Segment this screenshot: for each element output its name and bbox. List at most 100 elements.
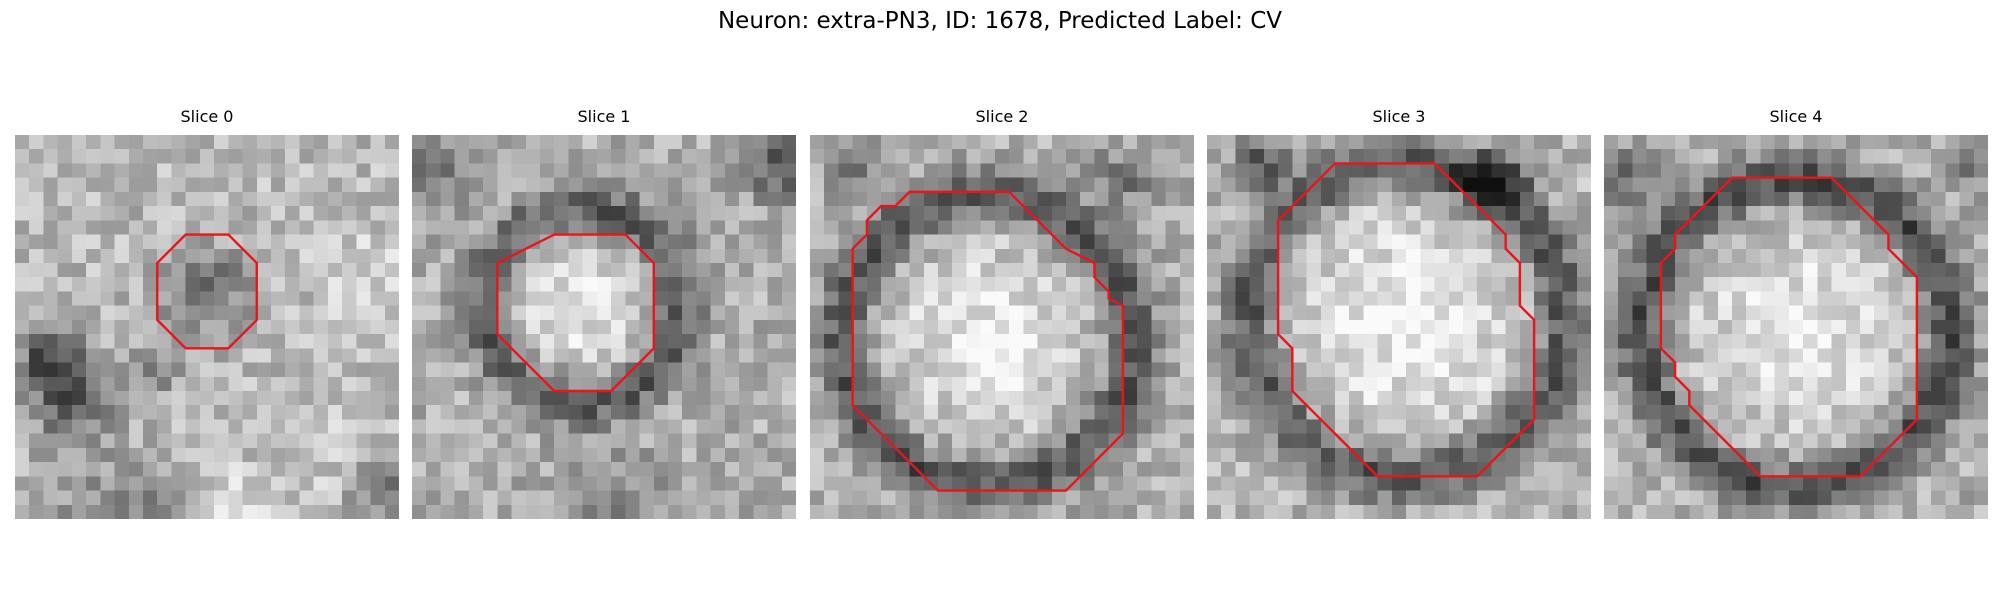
pixel	[1491, 376, 1506, 392]
pixel	[1874, 234, 1889, 250]
pixel	[1703, 405, 1719, 420]
pixel	[639, 433, 655, 449]
pixel	[540, 234, 555, 250]
pixel	[440, 234, 455, 250]
pixel	[256, 263, 272, 278]
pixel	[1137, 305, 1152, 321]
pixel	[1320, 376, 1336, 392]
pixel	[1548, 291, 1563, 306]
pixel	[468, 362, 484, 378]
pixel	[1094, 376, 1109, 392]
pixel	[668, 391, 683, 406]
pixel	[1803, 476, 1818, 491]
pixel	[1774, 334, 1790, 349]
pixel	[1902, 405, 1918, 420]
pixel	[923, 163, 939, 178]
pixel	[1874, 177, 1889, 193]
pixel	[1732, 234, 1747, 250]
pixel	[1959, 220, 1975, 235]
pixel	[483, 504, 498, 519]
pixel	[1548, 206, 1563, 221]
pixel	[313, 490, 329, 506]
pixel	[554, 334, 569, 349]
pixel	[1788, 305, 1804, 321]
pixel	[1263, 263, 1279, 278]
pixel	[271, 447, 286, 463]
pixel	[1505, 362, 1521, 378]
pixel	[1066, 291, 1081, 306]
pixel	[228, 163, 243, 178]
pixel	[440, 504, 455, 519]
pixel	[525, 277, 541, 292]
pixel	[668, 206, 683, 221]
pixel	[938, 191, 953, 207]
pixel	[327, 419, 343, 434]
pixel	[43, 405, 58, 420]
pixel	[1249, 319, 1265, 335]
pixel	[71, 135, 87, 150]
pixel	[1108, 291, 1124, 306]
pixel	[100, 504, 115, 519]
pixel	[952, 248, 967, 264]
pixel	[1066, 504, 1081, 519]
pixel	[1534, 191, 1549, 207]
pixel	[1434, 376, 1450, 392]
pixel	[938, 248, 953, 264]
pixel	[866, 334, 882, 349]
pixel	[1505, 263, 1521, 278]
pixel	[171, 206, 186, 221]
pixel	[1860, 348, 1875, 363]
pixel	[710, 490, 726, 506]
pixel	[1491, 319, 1506, 335]
pixel	[426, 490, 441, 506]
pixel	[228, 433, 243, 449]
pixel	[483, 476, 498, 491]
pixel	[1831, 163, 1847, 178]
pixel	[1746, 447, 1761, 463]
pixel	[497, 291, 512, 306]
pixel	[1420, 191, 1435, 207]
pixel	[1137, 163, 1152, 178]
pixel	[256, 334, 272, 349]
pixel	[1037, 234, 1053, 250]
pixel	[71, 391, 87, 406]
pixel	[313, 319, 329, 335]
pixel	[909, 277, 925, 292]
pixel	[114, 177, 130, 193]
pixel	[1689, 433, 1704, 449]
pixel	[1463, 177, 1478, 193]
slice-svg	[1207, 135, 1591, 519]
pixel	[1221, 135, 1236, 150]
pixel	[1094, 490, 1109, 506]
pixel	[1051, 135, 1067, 150]
pixel	[1732, 291, 1747, 306]
pixel	[568, 334, 583, 349]
pixel	[1732, 277, 1747, 292]
pixel	[1292, 362, 1307, 378]
pixel	[1363, 391, 1378, 406]
pixel	[1179, 405, 1194, 420]
pixel	[1434, 490, 1450, 506]
pixel	[668, 476, 683, 491]
pixel	[639, 263, 655, 278]
pixel	[1108, 447, 1124, 463]
pixel	[824, 248, 839, 264]
pixel	[228, 319, 243, 335]
pixel	[185, 504, 201, 519]
pixel	[15, 462, 30, 477]
pixel	[1320, 391, 1336, 406]
pixel	[1463, 163, 1478, 178]
pixel	[625, 291, 640, 306]
pixel	[1406, 163, 1421, 178]
pixel	[285, 476, 300, 491]
pixel	[1916, 319, 1932, 335]
pixel	[228, 149, 243, 164]
pixel	[1377, 135, 1393, 150]
pixel	[1463, 490, 1478, 506]
pixel	[1278, 248, 1293, 264]
pixel	[57, 149, 73, 164]
pixel	[412, 405, 427, 420]
pixel	[114, 263, 130, 278]
pixel	[1803, 405, 1818, 420]
pixel	[1448, 220, 1464, 235]
